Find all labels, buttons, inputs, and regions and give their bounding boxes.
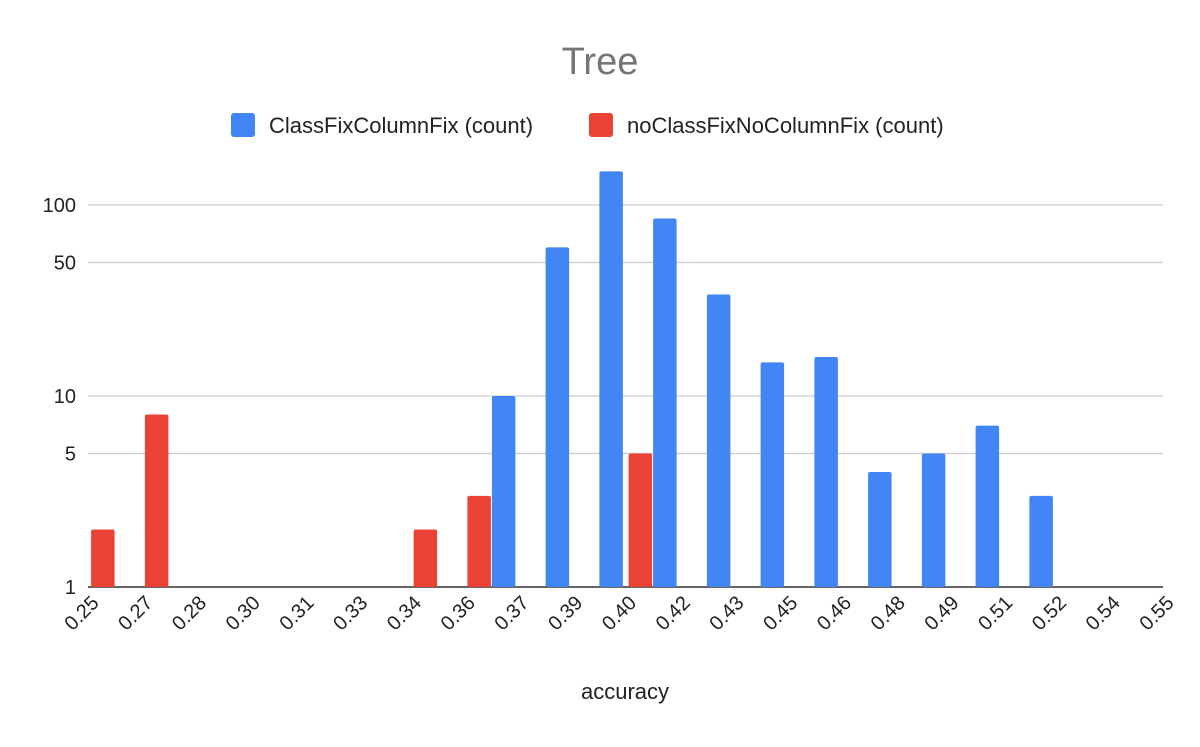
x-tick-label: 0.51 [974,592,1017,635]
bar-noclassfix [628,453,653,587]
x-tick-label: 0.37 [490,592,533,635]
legend-swatch-noclassfix [589,113,613,137]
bar-classfix [706,294,731,587]
bar-classfix [760,362,785,587]
y-tick-label: 5 [65,443,76,465]
x-tick-label: 0.43 [705,592,748,635]
bar-classfix [653,218,677,587]
x-tick-label: 0.52 [1028,592,1071,635]
x-tick-label: 0.34 [383,592,426,635]
bar-classfix [814,357,838,587]
x-axis-tick-labels: 0.25 0.27 0.28 0.30 0.31 0.33 0.34 0.36 0.37 0.39… [60,592,1178,635]
bar-classfix [545,247,570,587]
x-tick-label: 0.31 [275,592,318,635]
legend-label-noclassfix: noClassFixNoColumnFix (count) [627,113,944,138]
bar-noclassfix [413,529,438,587]
legend-label-classfix: ClassFixColumnFix (count) [269,113,533,138]
bar-classfix [975,425,1000,587]
y-tick-label: 1 [65,577,76,599]
bar-classfix [491,396,516,587]
x-tick-label: 0.39 [544,592,587,635]
legend-swatch-classfix [231,113,255,137]
bar-noclassfix [467,495,491,587]
bars [91,171,1053,587]
y-tick-label: 10 [54,386,76,408]
x-tick-label: 0.28 [168,592,211,635]
chart-title: Tree [562,41,639,83]
x-tick-label: 0.49 [920,592,963,635]
x-tick-label: 0.55 [1135,592,1178,635]
bar-classfix [868,472,892,587]
gridlines [88,204,1163,588]
x-tick-label: 0.45 [759,592,802,635]
bar-noclassfix [144,414,169,587]
legend: ClassFixColumnFix (count) noClassFixNoCo… [231,113,944,138]
x-tick-label: 0.48 [867,592,910,635]
x-tick-label: 0.30 [222,592,265,635]
y-axis-tick-labels: 1 5 10 50 100 [43,195,76,599]
x-tick-label: 0.46 [813,592,856,635]
bar-classfix [1029,495,1053,587]
x-tick-label: 0.27 [114,592,157,635]
y-tick-label: 50 [54,252,76,274]
y-tick-label: 100 [43,195,76,217]
bar-classfix [599,171,623,587]
bar-noclassfix [91,529,115,587]
x-tick-label: 0.54 [1082,592,1125,635]
x-axis-label: accuracy [581,679,669,704]
x-tick-label: 0.33 [329,592,372,635]
x-tick-label: 0.40 [598,592,641,635]
bar-classfix [921,453,946,587]
x-tick-label: 0.36 [437,592,480,635]
x-tick-label: 0.42 [652,592,695,635]
